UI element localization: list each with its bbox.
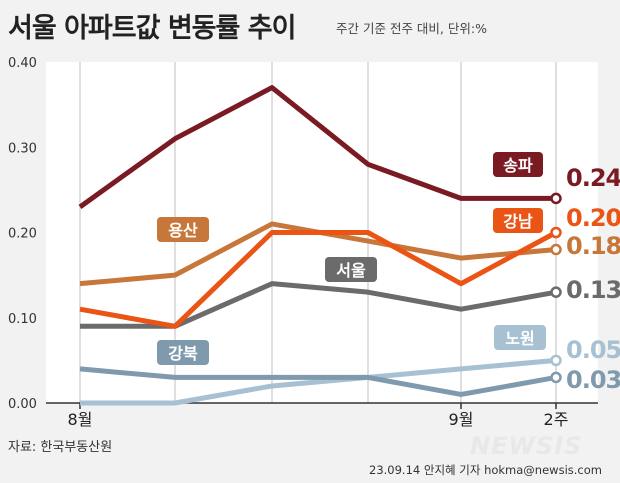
series-end-marker-0 [550, 192, 562, 205]
y-tick-label: 0.00 [8, 397, 37, 412]
y-tick-label: 0.30 [8, 141, 37, 156]
series-end-marker-5 [550, 371, 562, 384]
series-end-marker-4 [550, 354, 562, 367]
end-value-label: 0.18 [566, 232, 620, 260]
series-tag-label: 강북 [168, 344, 198, 363]
end-value-label: 0.03 [566, 366, 620, 394]
series-tag-label: 송파 [503, 156, 533, 175]
series-tag-bg-3 [325, 257, 377, 282]
series-line-0 [78, 85, 556, 209]
series-tag-label: 서울 [336, 261, 366, 280]
x-tick-label: 2주 [544, 410, 569, 429]
end-value-label: 0.05 [566, 336, 620, 364]
y-tick-label: 0.40 [8, 56, 37, 71]
chart-subtitle: 주간 기준 전주 대비, 단위:% [336, 21, 487, 36]
watermark-logo: NEWSIS [470, 432, 583, 460]
series-tag-bg-5 [157, 340, 209, 365]
series-tag-label: 용산 [168, 221, 198, 240]
series-tag-bg-0 [493, 152, 543, 177]
series-end-marker-1 [550, 226, 562, 239]
series-tag-bg-1 [493, 208, 543, 233]
x-tick-label: 9월 [449, 410, 474, 429]
end-value-label: 0.20 [566, 204, 620, 232]
y-tick-label: 0.10 [8, 312, 37, 327]
x-tick-label: 8월 [68, 410, 93, 429]
series-tag-bg-4 [494, 325, 546, 350]
series-end-marker-3 [550, 286, 562, 298]
end-value-label: 0.13 [566, 276, 620, 304]
end-value-label: 0.24 [566, 164, 620, 192]
source-note: 자료: 한국부동산원 [8, 440, 113, 455]
series-tag-bg-2 [157, 217, 209, 242]
series-line-1 [79, 230, 558, 329]
series-line-5 [79, 366, 557, 397]
credit-line: 23.09.14 안지혜 기자 hokma@newsis.com [369, 463, 602, 477]
y-tick-label: 0.20 [8, 227, 37, 242]
series-end-marker-2 [550, 243, 562, 256]
series-tag-label: 강남 [503, 212, 533, 231]
series-line-4 [80, 357, 557, 406]
series-line-3 [80, 281, 557, 329]
series-tag-label: 노원 [505, 329, 534, 348]
chart-title: 서울 아파트값 변동률 추이 [8, 13, 296, 44]
